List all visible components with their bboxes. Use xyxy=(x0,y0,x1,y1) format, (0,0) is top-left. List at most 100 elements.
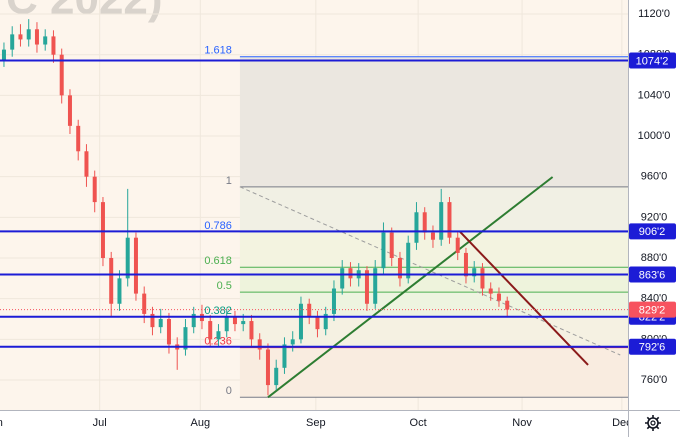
candle-body xyxy=(364,270,369,304)
fib-level-label: 0.382 xyxy=(204,305,232,317)
candle-body xyxy=(59,54,64,96)
candle-body xyxy=(331,288,336,314)
y-tick-label: 840'0 xyxy=(641,293,668,305)
fib-band xyxy=(239,56,628,187)
candle-body xyxy=(158,319,163,328)
candle-body xyxy=(26,29,31,40)
time-axis: Jun Jul Aug Sep Oct Nov Dec xyxy=(0,417,632,429)
x-tick-label: Sep xyxy=(306,417,326,429)
price-label-text: 792'6 xyxy=(639,342,666,354)
candle-body xyxy=(315,316,320,330)
candle-body xyxy=(125,237,130,279)
x-tick-label: Aug xyxy=(191,417,211,429)
candle-body xyxy=(414,212,419,243)
price-label-text: 1074'2 xyxy=(636,55,669,67)
candle-body xyxy=(76,125,81,152)
price-label-box xyxy=(629,223,676,240)
trend-line xyxy=(459,231,589,366)
candle-body xyxy=(480,268,485,289)
candle-body xyxy=(298,303,303,340)
fib-level-label: 1 xyxy=(226,175,232,187)
candle-body xyxy=(307,303,312,317)
x-tick-label: Nov xyxy=(512,417,532,429)
y-tick-label: 760'0 xyxy=(641,374,668,386)
y-tick-label: 1040'0 xyxy=(638,89,671,101)
candle-body xyxy=(117,278,122,304)
candle-body xyxy=(1,49,6,60)
candle-body xyxy=(290,339,295,345)
fib-level-label: 1.618 xyxy=(204,45,232,57)
candle-body xyxy=(274,367,279,386)
candle-body xyxy=(439,202,444,240)
candle-body xyxy=(142,293,147,314)
fib-level-label: 0.618 xyxy=(204,255,232,267)
candle-body xyxy=(463,252,468,277)
candle-body xyxy=(232,316,237,325)
watermark: C 2022) xyxy=(6,0,163,24)
candle-body xyxy=(133,237,138,294)
y-tick-label: 960'0 xyxy=(641,171,668,183)
fib-band xyxy=(239,316,628,348)
candle-body xyxy=(166,319,171,345)
candle-body xyxy=(191,313,196,328)
candle-body xyxy=(323,313,328,330)
fib-band xyxy=(239,292,628,317)
candle-body xyxy=(34,29,39,45)
candle-body xyxy=(455,237,460,253)
candle-body xyxy=(249,321,254,340)
candle-body xyxy=(241,321,246,325)
x-tick-label: Jun xyxy=(0,417,3,429)
fib-band xyxy=(239,267,628,293)
candle-body xyxy=(496,293,501,301)
candle-body xyxy=(51,36,56,55)
price-label-text: 906'2 xyxy=(639,226,666,238)
candle-body xyxy=(216,331,221,340)
candle-body xyxy=(447,202,452,238)
y-tick-label: 920'0 xyxy=(641,211,668,223)
candle-body xyxy=(348,268,353,279)
candle-body xyxy=(257,339,262,350)
price-label-box xyxy=(629,266,676,283)
candle-body xyxy=(381,232,386,269)
fib-level-label: 0 xyxy=(226,385,232,397)
candle-body xyxy=(183,327,188,350)
settings-button[interactable] xyxy=(645,415,661,431)
candle-body xyxy=(150,313,155,328)
y-tick-label: 1000'0 xyxy=(638,130,671,142)
fib-band xyxy=(239,186,628,232)
candle-body xyxy=(100,202,105,259)
candle-body xyxy=(67,95,72,126)
x-tick-label: Oct xyxy=(410,417,427,429)
candle-body xyxy=(505,300,510,310)
candle-body xyxy=(10,34,15,50)
y-tick-label: 880'0 xyxy=(641,252,668,264)
candle-body xyxy=(373,268,378,304)
candle-body xyxy=(472,268,477,277)
candle-body xyxy=(43,36,48,45)
x-tick-label: Dec xyxy=(612,417,632,429)
candle-body xyxy=(92,176,97,203)
x-tick-label: Jul xyxy=(93,417,107,429)
price-axis: 760'0800'0840'0880'0920'0960'01000'01040… xyxy=(629,8,676,386)
candle-body xyxy=(18,34,23,40)
y-tick-label: 1120'0 xyxy=(638,8,670,20)
candle-body xyxy=(84,151,89,177)
fib-band xyxy=(239,347,628,398)
candle-body xyxy=(109,258,114,304)
last-price-label-box xyxy=(629,301,676,318)
candle-body xyxy=(224,316,229,332)
candle-body xyxy=(406,242,411,279)
candle-body xyxy=(340,268,345,289)
price-label-text: 863'6 xyxy=(639,269,666,281)
candle-body xyxy=(397,258,402,279)
candle-body xyxy=(422,212,427,233)
trend-line xyxy=(239,186,621,356)
fib-level-label: 0.5 xyxy=(217,280,232,292)
candle-body xyxy=(282,344,287,368)
candle-body xyxy=(430,232,435,240)
candle-body xyxy=(208,321,213,340)
candle-body xyxy=(488,288,493,294)
